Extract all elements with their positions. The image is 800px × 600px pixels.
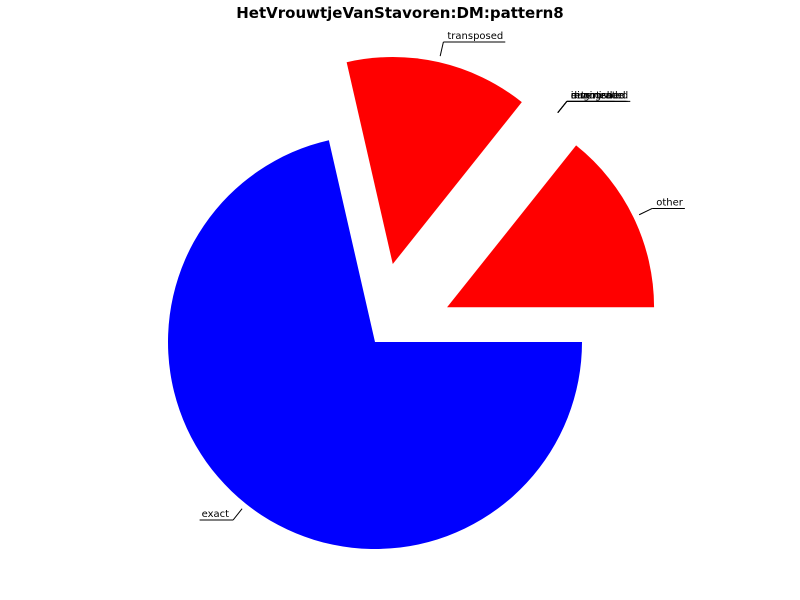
leader-line [638, 208, 653, 216]
slice-label: retrograde [571, 90, 624, 101]
slice-label: diminished [571, 90, 626, 101]
leader-line [232, 508, 243, 521]
leader-line [439, 41, 444, 57]
pie-slice [168, 140, 583, 549]
slice-label: exact [202, 509, 230, 520]
pie-slice [447, 145, 655, 308]
slice-label: other [656, 197, 684, 208]
slice-label: augmented [571, 90, 628, 101]
leader-line [557, 101, 568, 114]
chart-title: HetVrouwtjeVanStavoren:DM:pattern8 [236, 4, 564, 22]
slice-label: inverted [571, 90, 613, 101]
pie-slice [346, 57, 522, 265]
slice-label: transposed [447, 31, 503, 42]
